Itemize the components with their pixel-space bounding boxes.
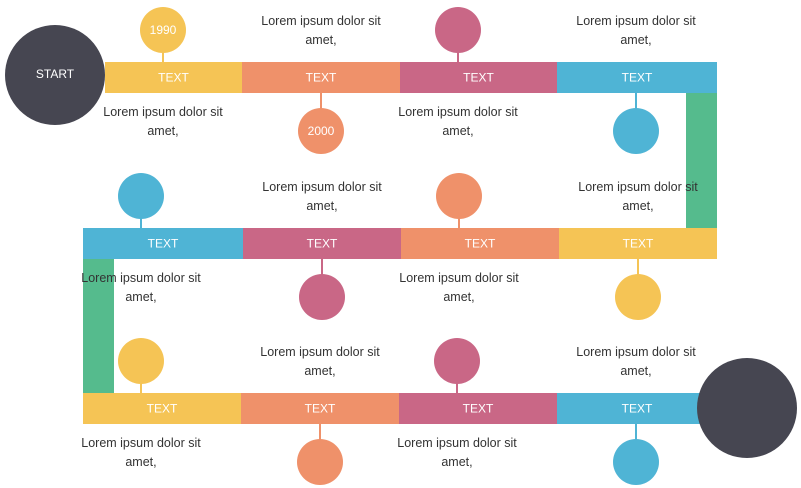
marker-circle [435, 7, 481, 53]
marker-circle [297, 439, 343, 485]
segment-bar [243, 228, 401, 259]
segment-label: TEXT [307, 237, 338, 251]
segment-bar [83, 228, 243, 259]
segment-bar [241, 393, 399, 424]
connector [686, 90, 717, 232]
caption: Lorem ipsum dolor sit amet, [103, 105, 223, 138]
segment-bar [557, 393, 717, 424]
marker-circle [613, 439, 659, 485]
segment-bar [105, 62, 242, 93]
start-label: START [36, 67, 75, 81]
caption: Lorem ipsum dolor sit amet, [576, 345, 696, 378]
segment-bar [242, 62, 400, 93]
marker-circle [298, 108, 344, 154]
segment-label: TEXT [622, 71, 653, 85]
caption: Lorem ipsum dolor sit amet, [397, 436, 517, 469]
segment-bar [400, 62, 557, 93]
segment-label: TEXT [463, 402, 494, 416]
segment-label: TEXT [463, 71, 494, 85]
segment-label: TEXT [158, 71, 189, 85]
marker-circle [299, 274, 345, 320]
marker-circle [613, 108, 659, 154]
marker-circle [615, 274, 661, 320]
marker-circle [434, 338, 480, 384]
segment-label: TEXT [622, 402, 653, 416]
caption: Lorem ipsum dolor sit amet, [81, 436, 201, 469]
marker-circle [140, 7, 186, 53]
segment-bar [559, 228, 717, 259]
segment-label: TEXT [148, 237, 179, 251]
caption: Lorem ipsum dolor sit amet, [576, 14, 696, 47]
segment-label: TEXT [305, 402, 336, 416]
segment-bar [399, 393, 557, 424]
segment-label: TEXT [623, 237, 654, 251]
segment-bar [83, 393, 241, 424]
caption: Lorem ipsum dolor sit amet, [81, 271, 201, 304]
segment-label: TEXT [306, 71, 337, 85]
marker-label: 1990 [150, 23, 177, 37]
segment-label: TEXT [465, 237, 496, 251]
caption: Lorem ipsum dolor sit amet, [261, 14, 381, 47]
caption: Lorem ipsum dolor sit amet, [260, 345, 380, 378]
caption: Lorem ipsum dolor sit amet, [398, 105, 518, 138]
start-circle [5, 25, 105, 125]
caption: Lorem ipsum dolor sit amet, [578, 180, 698, 213]
connector [83, 254, 114, 397]
marker-label: 2000 [308, 124, 335, 138]
marker-circle [118, 173, 164, 219]
end-circle [697, 358, 797, 458]
segment-bar [557, 62, 717, 93]
caption: Lorem ipsum dolor sit amet, [399, 271, 519, 304]
marker-circle [118, 338, 164, 384]
marker-circle [436, 173, 482, 219]
caption: Lorem ipsum dolor sit amet, [262, 180, 382, 213]
segment-bar [401, 228, 559, 259]
segment-label: TEXT [147, 402, 178, 416]
